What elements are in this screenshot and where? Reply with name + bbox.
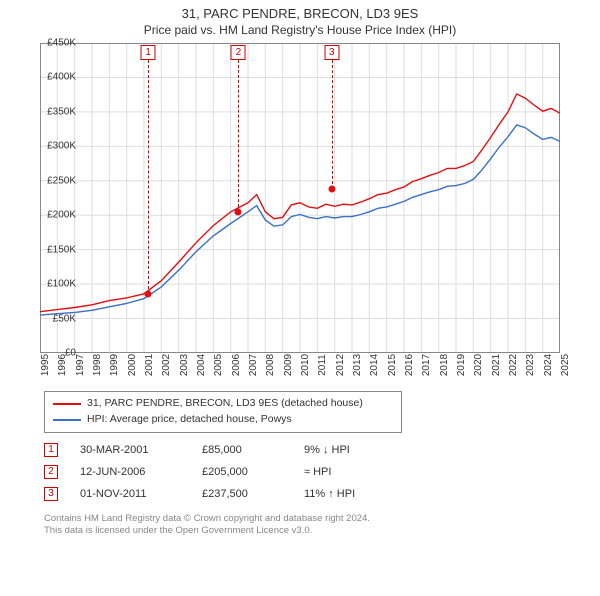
x-axis-label: 2000: [127, 354, 138, 376]
y-axis-label: £50K: [36, 313, 76, 324]
sale-hpi-diff: ≈ HPI: [304, 466, 394, 478]
y-axis-label: £200K: [36, 210, 76, 221]
event-marker: 1: [141, 45, 156, 60]
y-axis-label: £250K: [36, 175, 76, 186]
footer-line-2: This data is licensed under the Open Gov…: [44, 525, 600, 537]
chart-subtitle: Price paid vs. HM Land Registry's House …: [0, 23, 600, 37]
plot-svg: [40, 43, 560, 353]
event-dot: [328, 186, 335, 193]
x-axis-label: 1999: [109, 354, 120, 376]
sale-date: 12-JUN-2006: [80, 466, 180, 478]
y-axis-label: £150K: [36, 244, 76, 255]
x-axis-label: 2015: [387, 354, 398, 376]
sales-table: 1 30-MAR-2001 £85,000 9% ↓ HPI 2 12-JUN-2006 £…: [44, 439, 600, 505]
legend-box: 31, PARC PENDRE, BRECON, LD3 9ES (detach…: [44, 391, 402, 433]
y-axis-label: £450K: [36, 38, 76, 49]
x-axis-label: 1995: [40, 354, 51, 376]
x-axis-label: 2023: [525, 354, 536, 376]
x-axis-label: 2019: [456, 354, 467, 376]
x-axis-label: 2009: [283, 354, 294, 376]
x-axis-label: 2022: [508, 354, 519, 376]
chart-container: 31, PARC PENDRE, BRECON, LD3 9ES Price p…: [0, 6, 600, 596]
legend-label: 31, PARC PENDRE, BRECON, LD3 9ES (detach…: [87, 396, 363, 412]
event-guide-line: [148, 60, 149, 294]
x-axis-label: 2021: [491, 354, 502, 376]
sale-date: 01-NOV-2011: [80, 488, 180, 500]
y-axis-label: £350K: [36, 106, 76, 117]
sale-price: £205,000: [202, 466, 282, 478]
x-axis-label: 2008: [265, 354, 276, 376]
sale-marker: 2: [44, 465, 58, 479]
legend-label: HPI: Average price, detached house, Powy…: [87, 412, 292, 428]
legend-item: HPI: Average price, detached house, Powy…: [53, 412, 393, 428]
legend-swatch: [53, 419, 81, 421]
sale-price: £237,500: [202, 488, 282, 500]
sale-row: 2 12-JUN-2006 £205,000 ≈ HPI: [44, 461, 600, 483]
sale-date: 30-MAR-2001: [80, 444, 180, 456]
attribution-footer: Contains HM Land Registry data © Crown c…: [44, 513, 600, 538]
event-guide-line: [238, 60, 239, 212]
sale-price: £85,000: [202, 444, 282, 456]
x-axis-label: 2014: [369, 354, 380, 376]
x-axis-label: 2020: [473, 354, 484, 376]
sale-marker: 3: [44, 487, 58, 501]
chart-area: £0£50K£100K£150K£200K£250K£300K£350K£400…: [40, 43, 600, 383]
x-axis-label: 2003: [179, 354, 190, 376]
x-axis-label: 2004: [196, 354, 207, 376]
y-axis-label: £100K: [36, 279, 76, 290]
sale-hpi-diff: 11% ↑ HPI: [304, 488, 394, 500]
x-axis-label: 2001: [144, 354, 155, 376]
x-axis-label: 1997: [75, 354, 86, 376]
footer-line-1: Contains HM Land Registry data © Crown c…: [44, 513, 600, 525]
x-axis-label: 1998: [92, 354, 103, 376]
event-marker: 3: [324, 45, 339, 60]
event-dot: [145, 291, 152, 298]
x-axis-label: 1996: [57, 354, 68, 376]
sale-hpi-diff: 9% ↓ HPI: [304, 444, 394, 456]
x-axis-label: 2024: [543, 354, 554, 376]
sale-row: 1 30-MAR-2001 £85,000 9% ↓ HPI: [44, 439, 600, 461]
x-axis-label: 2025: [560, 354, 571, 376]
x-axis-label: 2007: [248, 354, 259, 376]
chart-title: 31, PARC PENDRE, BRECON, LD3 9ES: [0, 6, 600, 21]
x-axis-label: 2005: [213, 354, 224, 376]
x-axis-label: 2016: [404, 354, 415, 376]
legend-swatch: [53, 403, 81, 405]
sale-marker: 1: [44, 443, 58, 457]
event-guide-line: [332, 60, 333, 189]
legend-item: 31, PARC PENDRE, BRECON, LD3 9ES (detach…: [53, 396, 393, 412]
x-axis-label: 2002: [161, 354, 172, 376]
sale-row: 3 01-NOV-2011 £237,500 11% ↑ HPI: [44, 483, 600, 505]
x-axis-label: 2006: [231, 354, 242, 376]
y-axis-label: £400K: [36, 72, 76, 83]
event-dot: [235, 208, 242, 215]
x-axis-label: 2012: [335, 354, 346, 376]
x-axis-label: 2013: [352, 354, 363, 376]
x-axis-label: 2017: [421, 354, 432, 376]
event-marker: 2: [231, 45, 246, 60]
y-axis-label: £300K: [36, 141, 76, 152]
x-axis-label: 2018: [439, 354, 450, 376]
x-axis-label: 2011: [317, 354, 328, 376]
x-axis-label: 2010: [300, 354, 311, 376]
